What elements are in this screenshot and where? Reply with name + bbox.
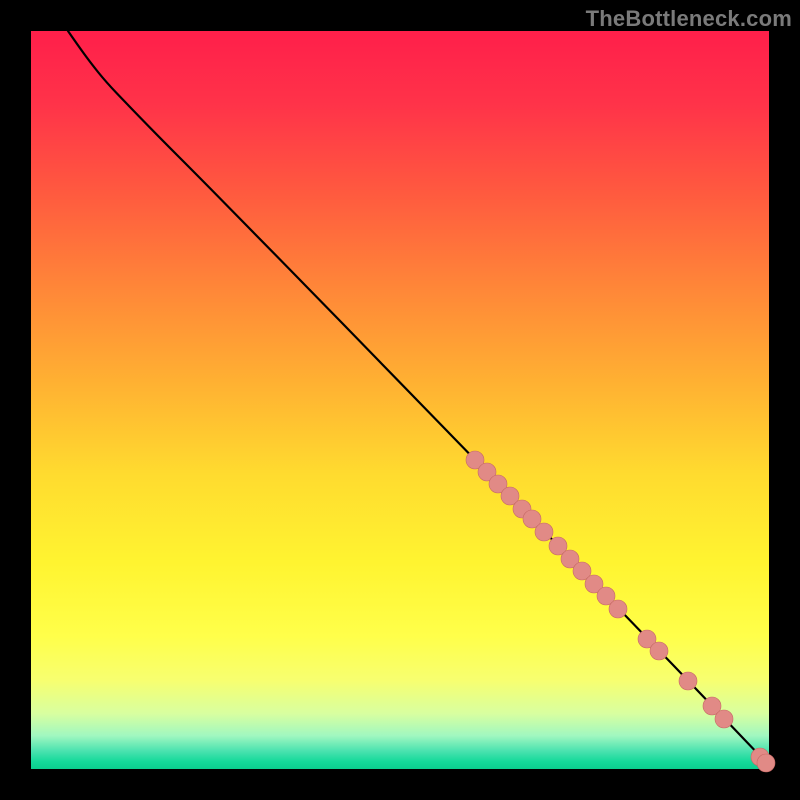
data-marker: [609, 600, 627, 618]
data-marker: [757, 754, 775, 772]
watermark-label: TheBottleneck.com: [586, 6, 792, 32]
data-marker: [715, 710, 733, 728]
data-marker: [650, 642, 668, 660]
plot-area: [31, 31, 769, 769]
markers-group: [466, 451, 775, 772]
data-marker: [679, 672, 697, 690]
chart-overlay-svg: [31, 31, 769, 769]
data-marker: [535, 523, 553, 541]
chart-stage: TheBottleneck.com: [0, 0, 800, 800]
